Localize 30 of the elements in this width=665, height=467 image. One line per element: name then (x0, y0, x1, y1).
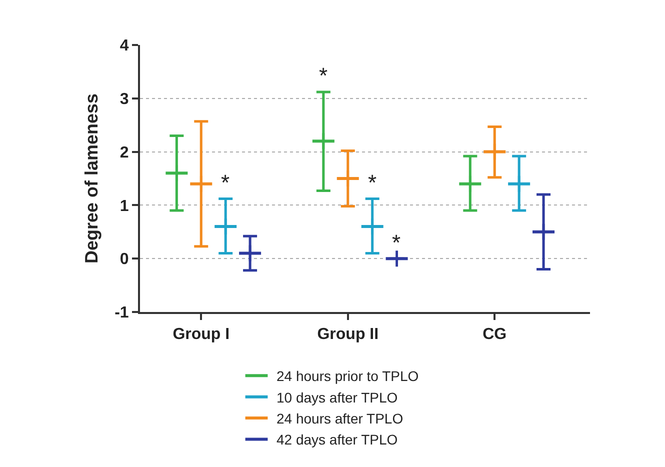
point (214, 218, 237, 235)
point (166, 165, 188, 182)
legend-label: 42 days after TPLO (276, 432, 398, 448)
annotation: * (392, 230, 401, 255)
point (361, 218, 384, 235)
x-tick-label: Group I (172, 326, 230, 344)
y-tick-label: 2 (120, 144, 129, 162)
y-tick-label: 0 (120, 251, 129, 268)
legend-label: 24 hours after TPLO (276, 410, 404, 427)
annotation: * (319, 63, 328, 88)
x-tick-label: Group II (317, 326, 379, 344)
annotation: * (221, 170, 230, 195)
x-tick-label: CG (482, 326, 507, 344)
point (336, 170, 359, 186)
point (532, 224, 555, 240)
annotation: * (368, 170, 377, 195)
point (239, 245, 262, 262)
point (312, 133, 334, 150)
point (386, 250, 408, 267)
point (190, 176, 212, 192)
legend-label: 24 hours prior to TPLO (276, 368, 419, 384)
y-tick-label: -1 (114, 304, 129, 322)
y-tick-label: 3 (120, 91, 129, 108)
point (484, 144, 506, 160)
legend-label: 10 days after TPLO (276, 389, 398, 406)
y-axis-title: Degree of lameness (81, 93, 102, 264)
y-tick-label: 4 (120, 38, 129, 55)
y-tick-label: 1 (120, 198, 129, 215)
point (508, 176, 530, 192)
point (459, 176, 482, 192)
